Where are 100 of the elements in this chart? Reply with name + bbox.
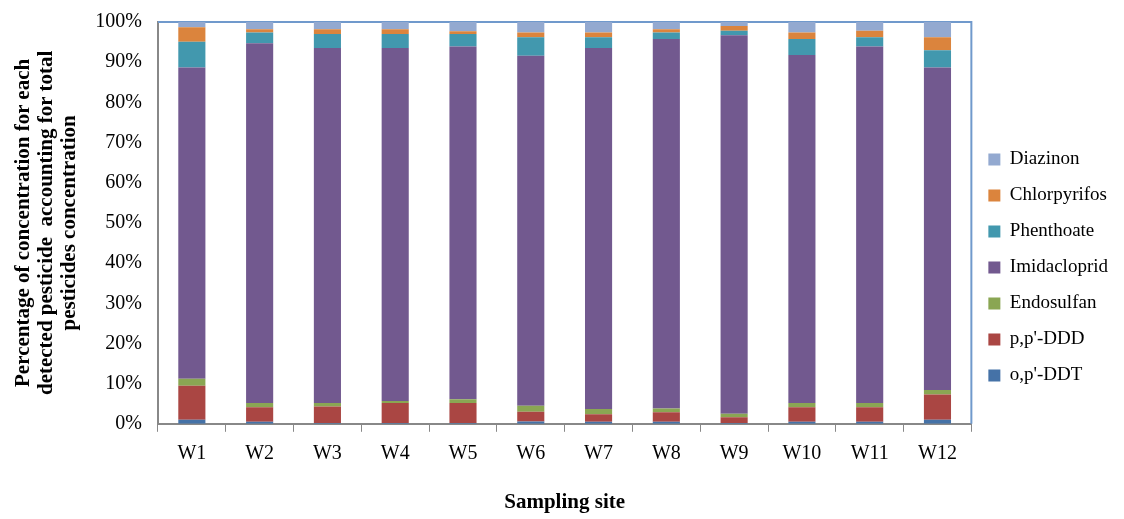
- bar: [856, 46, 884, 403]
- bar: [313, 402, 341, 407]
- bar: [788, 38, 816, 55]
- y-tick-label: 60%: [105, 169, 142, 192]
- x-tick-label: W10: [782, 441, 822, 464]
- bar: [517, 22, 545, 33]
- x-tick-label: W2: [245, 441, 275, 464]
- y-tick-label: 0%: [115, 411, 142, 434]
- bar: [246, 29, 274, 33]
- bar: [923, 67, 952, 391]
- bar: [652, 38, 680, 409]
- x-tick-label: W3: [312, 441, 342, 464]
- bar: [313, 22, 341, 30]
- bar: [856, 22, 884, 31]
- y-tick-label: 20%: [105, 330, 142, 353]
- legend-label: Imidacloprid: [1009, 255, 1109, 277]
- bar: [856, 402, 884, 408]
- bar: [313, 34, 341, 49]
- bar: [246, 22, 274, 30]
- bar: [788, 54, 816, 403]
- bar: [923, 50, 952, 68]
- bar: [923, 22, 952, 38]
- bar: [517, 55, 545, 406]
- bar: [585, 414, 613, 422]
- y-tick-label: 30%: [105, 290, 142, 313]
- bar: [585, 37, 613, 49]
- y-axis-title: Percentage of concentration for each detected pesticide accounting for total pesticides concentration: [9, 50, 81, 396]
- bar: [381, 48, 409, 401]
- bar: [720, 26, 748, 31]
- bar: [449, 22, 477, 32]
- x-axis-title: Sampling site: [504, 488, 626, 513]
- bar: [381, 400, 409, 403]
- bar: [517, 411, 545, 422]
- bar: [449, 399, 477, 403]
- x-tick-label: W12: [918, 441, 957, 464]
- bar: [585, 32, 613, 38]
- bar: [923, 394, 952, 420]
- bar: [652, 22, 680, 30]
- bar: [313, 406, 341, 423]
- x-tick-label: W6: [516, 441, 546, 464]
- bar: [246, 407, 274, 422]
- bar: [313, 29, 341, 35]
- y-tick-label: 90%: [105, 49, 142, 72]
- bar: [585, 408, 613, 415]
- legend-label: Endosulfan: [1009, 291, 1097, 313]
- bar: [178, 41, 206, 68]
- bar: [720, 30, 748, 36]
- bar: [178, 378, 206, 386]
- bar: [449, 34, 477, 47]
- bar: [517, 32, 545, 38]
- y-tick-label: 10%: [105, 370, 142, 393]
- bar: [720, 22, 748, 27]
- bar: [381, 402, 409, 423]
- bar: [788, 407, 816, 422]
- x-tick-label: W4: [380, 441, 410, 464]
- bar: [788, 32, 816, 39]
- y-tick-label: 50%: [105, 210, 142, 233]
- legend-label: o,p'-DDT: [1009, 363, 1083, 385]
- bar: [720, 417, 748, 423]
- bar: [585, 48, 613, 409]
- x-tick-label: W5: [448, 441, 478, 464]
- y-tick-label: 40%: [105, 250, 142, 273]
- bar: [178, 27, 206, 42]
- bar: [381, 34, 409, 49]
- bar: [246, 402, 274, 408]
- bar: [652, 412, 680, 422]
- legend-label: Chlorpyrifos: [1009, 183, 1107, 205]
- bar: [652, 29, 680, 33]
- bar: [381, 29, 409, 35]
- x-tick-label: W1: [177, 441, 207, 464]
- bar: [856, 407, 884, 422]
- bar: [856, 30, 884, 38]
- bar: [313, 48, 341, 403]
- y-tick-label: 80%: [105, 89, 142, 112]
- bar: [720, 35, 748, 414]
- bar: [449, 31, 477, 35]
- legend-label: Diazinon: [1009, 147, 1081, 169]
- bar: [381, 22, 409, 30]
- bar: [652, 32, 680, 39]
- bar: [449, 402, 477, 423]
- bar: [178, 67, 206, 379]
- bar: [517, 37, 545, 56]
- bar: [856, 37, 884, 47]
- bar: [788, 22, 816, 33]
- bar: [923, 37, 952, 51]
- bar: [923, 390, 952, 395]
- x-tick-label: W9: [719, 441, 749, 464]
- bar: [246, 32, 274, 44]
- y-tick-label: 70%: [105, 129, 142, 152]
- x-tick-label: W7: [584, 441, 613, 464]
- bar: [178, 385, 206, 420]
- bar: [517, 405, 545, 412]
- bar: [585, 22, 613, 33]
- bar: [449, 46, 477, 400]
- x-tick-label: W8: [651, 441, 681, 464]
- bar: [178, 22, 206, 28]
- bar: [788, 402, 816, 408]
- y-tick-label: 100%: [95, 9, 142, 32]
- x-tick-label: W11: [850, 441, 889, 464]
- legend-label: p,p'-DDD: [1009, 327, 1085, 349]
